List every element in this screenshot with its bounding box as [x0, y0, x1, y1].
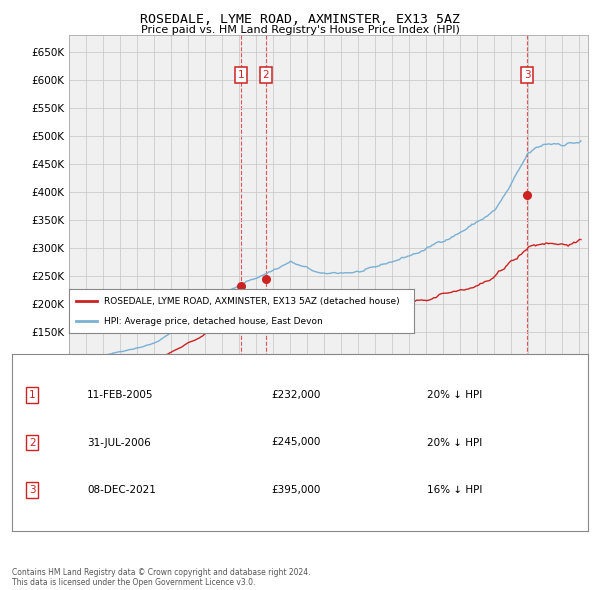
Text: 11-FEB-2005: 11-FEB-2005 [87, 390, 154, 399]
Text: 3: 3 [29, 486, 35, 495]
Text: ROSEDALE, LYME ROAD, AXMINSTER, EX13 5AZ: ROSEDALE, LYME ROAD, AXMINSTER, EX13 5AZ [140, 13, 460, 26]
Text: Price paid vs. HM Land Registry's House Price Index (HPI): Price paid vs. HM Land Registry's House … [140, 25, 460, 35]
Text: 20% ↓ HPI: 20% ↓ HPI [427, 390, 482, 399]
Text: 2: 2 [263, 70, 269, 80]
Text: 16% ↓ HPI: 16% ↓ HPI [427, 486, 482, 495]
Text: £232,000: £232,000 [271, 390, 320, 399]
Text: 1: 1 [238, 70, 244, 80]
Text: £395,000: £395,000 [271, 486, 320, 495]
Text: Contains HM Land Registry data © Crown copyright and database right 2024.
This d: Contains HM Land Registry data © Crown c… [12, 568, 311, 587]
Text: 20% ↓ HPI: 20% ↓ HPI [427, 438, 482, 447]
Text: £245,000: £245,000 [271, 438, 320, 447]
Text: 08-DEC-2021: 08-DEC-2021 [87, 486, 156, 495]
Text: ROSEDALE, LYME ROAD, AXMINSTER, EX13 5AZ (detached house): ROSEDALE, LYME ROAD, AXMINSTER, EX13 5AZ… [104, 297, 399, 306]
Text: 1: 1 [29, 390, 35, 399]
Text: HPI: Average price, detached house, East Devon: HPI: Average price, detached house, East… [104, 317, 322, 326]
Text: 2: 2 [29, 438, 35, 447]
Text: 3: 3 [524, 70, 530, 80]
Text: 31-JUL-2006: 31-JUL-2006 [87, 438, 151, 447]
